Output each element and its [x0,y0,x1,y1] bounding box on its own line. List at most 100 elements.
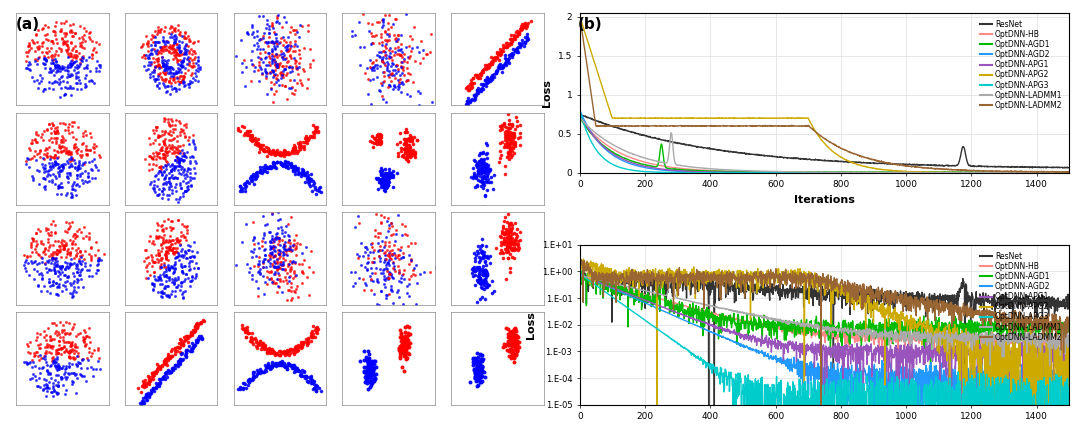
Point [153,227,171,233]
Point [245,241,262,248]
Point [90,267,107,273]
Point [401,323,418,330]
Point [278,222,295,229]
Point [252,167,269,173]
Point [160,368,177,374]
Point [174,62,191,69]
Point [384,260,402,267]
Line: OptDNN-LADMM2: OptDNN-LADMM2 [580,17,1069,173]
Point [473,67,490,74]
Point [255,58,272,65]
Point [59,148,77,155]
Point [395,348,413,355]
Point [363,368,380,375]
Point [138,52,156,58]
Point [173,77,190,83]
Point [164,364,181,371]
Point [40,168,57,175]
Point [351,252,368,259]
Point [81,325,98,331]
OptDNN-LADMM1 [1063,336,1076,341]
Point [135,395,152,402]
Point [285,242,302,248]
Point [282,349,299,356]
Point [50,153,67,160]
Point [349,303,366,310]
Point [265,40,282,46]
Point [171,85,188,92]
Point [360,259,377,265]
Point [362,359,379,366]
Point [264,233,281,240]
Point [264,209,281,216]
Point [160,178,177,185]
Point [168,239,186,246]
Point [511,133,528,140]
Point [276,250,294,257]
Point [283,346,300,353]
Point [258,38,275,45]
Point [262,56,280,63]
Point [176,156,193,163]
Point [265,164,282,171]
Point [282,346,299,353]
Point [251,261,268,268]
Point [378,58,395,65]
Point [63,156,80,163]
Point [362,277,379,284]
Point [266,42,283,49]
Point [381,32,399,39]
Point [392,243,409,250]
Point [382,285,400,292]
Point [491,49,509,56]
Point [32,355,50,362]
Point [50,149,67,155]
Point [51,163,68,170]
Point [259,348,276,355]
Point [51,318,68,325]
ResNet [611,273,624,279]
Point [464,175,482,181]
Point [162,355,179,362]
Point [65,179,82,186]
Point [509,238,526,245]
Point [141,252,159,259]
Point [285,268,302,274]
Point [144,370,161,377]
Point [507,325,524,332]
OptDNN-AGD1 [632,293,645,298]
Point [78,146,95,153]
Point [65,324,82,331]
Point [361,384,378,391]
Point [154,218,172,225]
Point [75,235,92,242]
Point [54,282,71,289]
Point [150,27,167,34]
Point [60,130,78,136]
Point [510,40,527,47]
Point [175,33,192,40]
Point [280,236,297,243]
Point [269,250,286,257]
Point [254,12,271,19]
Point [174,128,191,135]
Point [465,249,483,256]
Point [151,362,168,369]
Point [267,51,284,58]
Point [186,342,203,348]
Point [383,247,401,254]
Point [189,265,206,271]
Point [152,223,170,230]
Point [141,51,159,58]
Point [285,346,302,353]
Point [249,340,267,346]
Point [244,341,261,348]
Point [257,54,274,60]
Point [27,336,44,343]
Point [271,59,288,66]
Point [254,368,271,375]
Point [242,248,259,255]
Point [141,59,159,66]
Point [154,61,172,68]
Point [504,337,522,344]
